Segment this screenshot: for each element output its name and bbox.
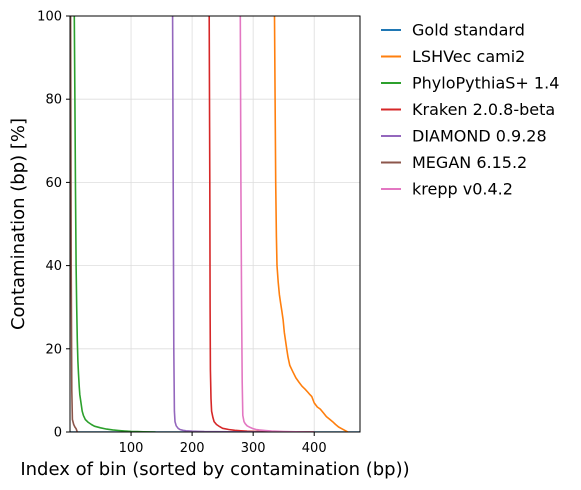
series-lines <box>70 16 360 432</box>
plot-frame <box>69 15 361 433</box>
x-tick-label: 200 <box>180 441 205 456</box>
legend-label: LSHVec cami2 <box>412 47 525 66</box>
series-line-phylopythias-1-4 <box>73 16 156 432</box>
x-tick-label: 400 <box>302 441 327 456</box>
y-tick-label: 100 <box>37 10 62 25</box>
y-tick-label: 0 <box>54 426 62 441</box>
x-axis-label: Index of bin (sorted by contamination (b… <box>20 459 409 480</box>
x-tick-label: 100 <box>119 441 144 456</box>
x-tick-label: 300 <box>241 441 266 456</box>
series-line-megan-6-15-2 <box>70 16 79 432</box>
y-tick-label: 80 <box>45 93 62 108</box>
legend-label: krepp v0.4.2 <box>412 180 513 199</box>
legend-label: PhyloPythiaS+ 1.4 <box>412 74 559 93</box>
series-line-lshvec-cami2 <box>273 16 349 432</box>
y-axis-ticks: 0 20 40 60 80 100 <box>37 10 70 441</box>
x-axis-ticks: 100 200 300 400 <box>119 432 327 456</box>
legend-label: MEGAN 6.15.2 <box>412 153 527 172</box>
y-tick-label: 20 <box>45 342 62 357</box>
series-line-kraken-2-0-8-beta <box>208 16 315 432</box>
series-line-krepp-v0-4-2 <box>239 16 315 432</box>
y-tick-label: 60 <box>45 176 62 191</box>
legend-label: Gold standard <box>412 21 525 40</box>
series-line-diamond-0-9-28 <box>171 16 278 432</box>
legend: Gold standard LSHVec cami2 PhyloPythiaS+ 1… <box>381 21 559 199</box>
y-tick-label: 40 <box>45 259 62 274</box>
grid <box>70 15 360 433</box>
legend-label: DIAMOND 0.9.28 <box>412 127 547 146</box>
legend-label: Kraken 2.0.8-beta <box>412 100 555 119</box>
y-axis-label: Contamination (bp) [%] <box>8 118 29 330</box>
